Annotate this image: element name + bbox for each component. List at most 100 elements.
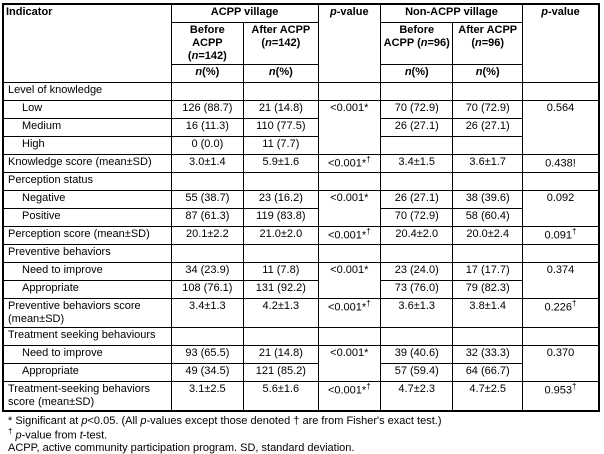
value-cell: 57 (59.4) [379,363,454,382]
table-row-negative: Negative 55 (38.7) 23 (16.2) <0.001* 26 … [2,190,600,227]
p-value-cell: <0.001* [317,262,382,299]
value-cell [452,136,523,155]
row-label: Need to improve [2,262,172,281]
row-label: Positive [2,208,172,227]
value-cell: 110 (77.5) [243,118,319,137]
before-acpp-label: Before ACPP [383,24,435,49]
p-value-cell: 0.091† [521,226,600,245]
empty-cell [170,82,245,101]
col-header-after-acpp-142: After ACPP (n=142) [243,22,319,65]
p-value-cell: 0.092 [521,190,600,227]
section-label: Level of knowledge [2,82,172,101]
table-row-low: Low 126 (88.7) 21 (14.8) <0.001* 70 (72.… [2,100,600,155]
value-cell: 131 (92.2) [243,280,319,299]
value-cell [379,136,454,155]
p-value-cell: <0.001* [317,190,382,227]
empty-cell [452,172,523,191]
row-label: Knowledge score (mean±SD) [2,154,172,173]
empty-cell [379,172,454,191]
value-cell: 70 (72.9) [452,100,523,119]
value-cell: 26 (27.1) [379,118,454,137]
value-cell: 119 (83.8) [243,208,319,227]
row-label: Need to improve [2,345,172,364]
value-cell: 21 (14.8) [243,345,319,364]
value-cell: 126 (88.7) [170,100,245,119]
p-value-cell: <0.001*† [317,381,382,412]
empty-cell [521,82,600,101]
p-value-cell: 0.226† [521,298,600,328]
empty-cell [243,244,319,263]
row-label: Low [2,100,172,119]
p-value-label-rest: -value [336,6,369,18]
p-value-cell: 0.953† [521,381,600,412]
row-label: Preventive behaviors score (mean±SD) [2,298,172,328]
value-cell: 121 (85.2) [243,363,319,382]
col-header-after-acpp-96: After ACPP (n=96) [452,22,523,65]
footnote-ttest: † p-value from t-test. [8,426,108,442]
empty-cell [317,172,382,191]
after-acpp-label: After ACPP [251,24,311,36]
value-cell: 5.9±1.6 [243,154,319,173]
empty-cell [521,327,600,346]
footnote-significance: * Significant at p<0.05. (All p-values e… [8,415,442,427]
row-label: Appropriate [2,280,172,299]
after-acpp-label: After ACPP [458,24,518,36]
section-label: Perception status [2,172,172,191]
empty-cell [379,82,454,101]
col-header-before-acpp-142: Before ACPP (n=142) [170,22,245,65]
row-label: Treatment-seeking behaviors score (mean±… [2,381,172,412]
p-value-cell: 0.564 [521,100,600,155]
value-cell: 20.4±2.0 [379,226,454,245]
value-cell: 70 (72.9) [379,100,454,119]
value-cell: 38 (39.6) [452,190,523,209]
value-cell: 0 (0.0) [170,136,245,155]
row-label: Medium [2,118,172,137]
empty-cell [521,172,600,191]
value-cell: 73 (76.0) [379,280,454,299]
col-header-before-acpp-96: Before ACPP (n=96) [379,22,454,65]
col-header-p-value-non-acpp: p-value [521,3,600,83]
table-row-treatment-appropriate: Appropriate 49 (34.5) 121 (85.2) 57 (59.… [2,363,599,382]
value-cell: 108 (76.1) [170,280,245,299]
value-cell: 3.6±1.7 [452,154,523,173]
empty-cell [243,172,319,191]
value-cell: 21 (14.8) [243,100,319,119]
value-cell: 58 (60.4) [452,208,523,227]
value-cell: 5.6±1.6 [243,381,319,412]
value-cell: 4.7±2.3 [379,381,454,412]
empty-cell [452,82,523,101]
p-value-cell: 0.438! [521,154,600,173]
empty-cell [317,244,382,263]
table-row-perception-score: Perception score (mean±SD) 20.1±2.2 21.0… [2,226,600,245]
col-header-indicator: Indicator [2,3,172,83]
section-label: Preventive behaviors [2,244,172,263]
section-label: Treatment seeking behaviours [2,327,172,346]
p-value-label-italic: p [541,6,548,18]
results-table: Indicator ACPP village p-value Non-ACPP … [2,3,600,412]
empty-cell [243,82,319,101]
section-row-preventive: Preventive behaviors [2,244,600,263]
value-cell: 20.0±2.4 [452,226,523,245]
row-label: Perception score (mean±SD) [2,226,172,245]
value-cell: 26 (27.1) [452,118,523,137]
value-cell: 11 (7.7) [243,136,319,155]
value-cell: 3.0±1.4 [170,154,245,173]
empty-cell [170,244,245,263]
row-label: Appropriate [2,363,172,382]
empty-cell [317,82,382,101]
value-cell: 3.8±1.4 [452,298,523,328]
table-row-treatment-score: Treatment-seeking behaviors score (mean±… [2,381,600,412]
p-value-cell: 0.370 [521,345,600,382]
footnote-abbreviations: ACPP, active community participation pro… [8,441,355,454]
table-row-preventive-need: Need to improve 34 (23.9) 11 (7.8) <0.00… [2,262,600,299]
p-value-cell: <0.001*† [317,298,382,328]
empty-cell [521,244,600,263]
value-cell: 55 (38.7) [170,190,245,209]
p-value-cell: <0.001*† [317,226,382,245]
empty-cell [170,327,245,346]
value-cell: 49 (34.5) [170,363,245,382]
col-header-acpp-village: ACPP village [170,3,319,23]
col-header-npct: n(%) [452,64,523,83]
value-cell: 11 (7.8) [243,262,319,281]
